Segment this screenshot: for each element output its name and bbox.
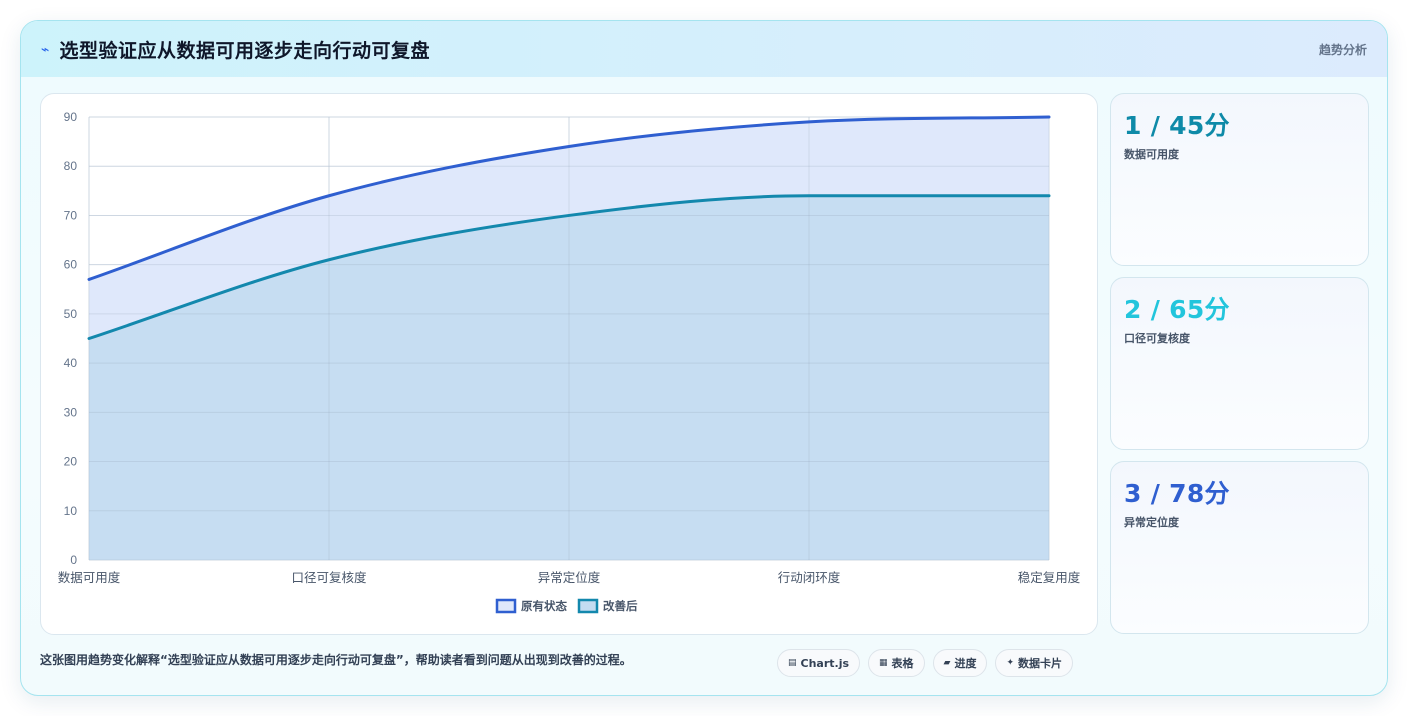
x-tick-label: 口径可复核度 (291, 570, 367, 585)
chip-table[interactable]: ▦ 表格 (868, 649, 925, 677)
chip-label: 数据卡片 (1018, 657, 1063, 670)
y-tick-label: 0 (70, 553, 77, 567)
y-tick-label: 50 (64, 307, 78, 321)
legend-swatch (495, 598, 517, 614)
area-chart: 0 10 20 30 40 50 60 70 80 90 数据可用度 口径可复核度 异常定位度 行动闭环度… (58, 110, 1081, 614)
chip-label: 进度 (954, 657, 977, 670)
chart-panel: 0 10 20 30 40 50 60 70 80 90 数据可用度 口径可复核度 异常定位度 行动闭环度… (40, 93, 1098, 635)
y-tick-label: 20 (64, 455, 78, 469)
y-tick-label: 40 (64, 356, 78, 370)
legend-swatch (577, 598, 599, 614)
x-tick-label: 异常定位度 (538, 570, 601, 585)
series-line-0 (87, 115, 1051, 281)
dashboard-card: ⌁ 选型验证应从数据可用逐步走向行动可复盘 趋势分析 0 10 20 30 40 50 60… (20, 20, 1388, 696)
chip-chartjs[interactable]: ▤ Chart.js (777, 649, 861, 677)
kpi-value: 1 / 45分 (1124, 111, 1230, 140)
kpi-card-3: 3 / 78分 异常定位度 (1110, 461, 1369, 634)
chip-progress[interactable]: ▰ 进度 (932, 649, 988, 677)
kpi-card-1: 1 / 45分 数据可用度 (1110, 93, 1369, 266)
kpi-value: 3 / 78分 (1124, 479, 1230, 508)
kpi-card-2: 2 / 65分 口径可复核度 (1110, 277, 1369, 450)
chip-data-card[interactable]: ✦ 数据卡片 (995, 649, 1074, 677)
table-icon: ▦ (879, 658, 888, 668)
card-header: ⌁ 选型验证应从数据可用逐步走向行动可复盘 趋势分析 (21, 21, 1387, 77)
legend-label: 改善后 (603, 599, 638, 613)
y-tick-label: 30 (64, 405, 78, 419)
x-tick-label: 行动闭环度 (778, 570, 841, 585)
page-title: 选型验证应从数据可用逐步走向行动可复盘 (59, 39, 430, 62)
chip-group: ▤ Chart.js ▦ 表格 ▰ 进度 ✦ 数据卡片 (777, 649, 1074, 677)
chart-description: 这张图用趋势变化解释“选型验证应从数据可用逐步走向行动可复盘”，帮助读者看到问题… (40, 653, 632, 667)
kpi-label: 异常定位度 (1124, 516, 1179, 529)
chip-label: 表格 (891, 657, 914, 670)
bar-chart-icon: ▤ (788, 658, 797, 668)
kpi-label: 数据可用度 (1124, 148, 1179, 161)
x-tick-label: 稳定复用度 (1018, 570, 1081, 585)
series-line-1 (87, 194, 1051, 340)
y-tick-label: 80 (64, 159, 78, 173)
chip-label: Chart.js (800, 656, 850, 670)
sparkle-icon: ✦ (1006, 658, 1015, 668)
header-tag: 趋势分析 (1318, 42, 1367, 57)
legend-label: 原有状态 (521, 599, 567, 613)
x-tick-label: 数据可用度 (58, 570, 121, 585)
series-area-1 (89, 195, 1049, 560)
y-tick-label: 70 (64, 208, 78, 222)
kpi-value: 2 / 65分 (1124, 295, 1230, 324)
lightning-icon: ⌁ (41, 42, 50, 58)
y-tick-label: 90 (64, 110, 78, 124)
kpi-label: 口径可复核度 (1124, 332, 1190, 345)
y-tick-label: 10 (64, 504, 78, 518)
y-tick-label: 60 (64, 258, 78, 272)
progress-icon: ▰ (943, 658, 951, 668)
